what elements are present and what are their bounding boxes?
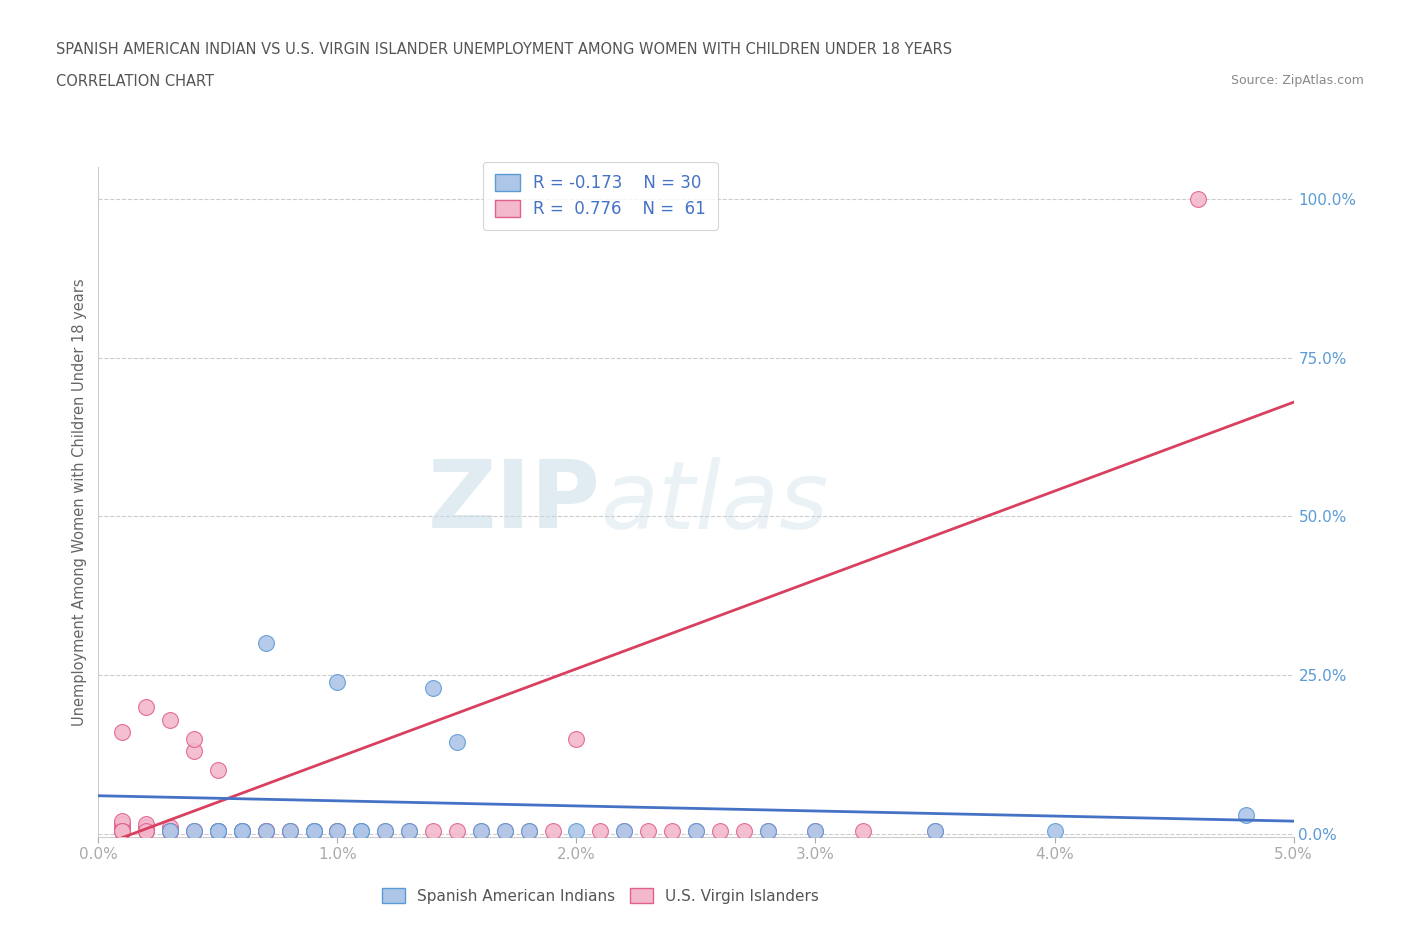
Point [254,823,277,838]
Point [207,823,229,838]
Point [111,823,134,838]
Point [207,763,229,777]
Point [398,823,420,838]
Point [446,823,468,838]
Text: Source: ZipAtlas.com: Source: ZipAtlas.com [1230,74,1364,87]
Point [804,823,827,838]
Point [326,674,349,689]
Point [733,823,755,838]
Point [183,744,205,759]
Point [111,823,134,838]
Point [159,823,181,838]
Point [111,814,134,829]
Point [613,823,636,838]
Point [1234,807,1257,822]
Point [350,823,373,838]
Text: atlas: atlas [600,457,828,548]
Point [446,735,468,750]
Point [565,823,588,838]
Point [350,823,373,838]
Point [207,823,229,838]
Point [494,823,516,838]
Point [135,817,157,831]
Point [207,823,229,838]
Point [709,823,731,838]
Point [613,823,636,838]
Point [111,823,134,838]
Y-axis label: Unemployment Among Women with Children Under 18 years: Unemployment Among Women with Children U… [72,278,87,726]
Point [231,823,253,838]
Point [326,823,349,838]
Point [685,823,707,838]
Point [804,823,827,838]
Point [661,823,683,838]
Point [374,823,396,838]
Point [278,823,301,838]
Point [302,823,325,838]
Point [1187,192,1209,206]
Point [159,712,181,727]
Point [207,823,229,838]
Point [637,823,659,838]
Point [111,820,134,835]
Point [231,823,253,838]
Text: CORRELATION CHART: CORRELATION CHART [56,74,214,89]
Point [231,823,253,838]
Point [135,699,157,714]
Point [422,681,444,696]
Text: ZIP: ZIP [427,457,600,548]
Point [254,823,277,838]
Point [231,823,253,838]
Point [111,823,134,838]
Point [517,823,540,838]
Point [278,823,301,838]
Point [135,823,157,838]
Point [1043,823,1066,838]
Point [302,823,325,838]
Point [756,823,779,838]
Point [135,820,157,835]
Point [159,823,181,838]
Point [398,823,420,838]
Legend: Spanish American Indians, U.S. Virgin Islanders: Spanish American Indians, U.S. Virgin Is… [375,882,825,910]
Point [924,823,946,838]
Point [254,636,277,651]
Point [207,823,229,838]
Point [852,823,875,838]
Point [278,823,301,838]
Point [207,823,229,838]
Point [326,823,349,838]
Text: SPANISH AMERICAN INDIAN VS U.S. VIRGIN ISLANDER UNEMPLOYMENT AMONG WOMEN WITH CH: SPANISH AMERICAN INDIAN VS U.S. VIRGIN I… [56,42,952,57]
Point [302,823,325,838]
Point [254,823,277,838]
Point [183,823,205,838]
Point [374,823,396,838]
Point [422,823,444,838]
Point [135,823,157,838]
Point [302,823,325,838]
Point [326,823,349,838]
Point [685,823,707,838]
Point [470,823,492,838]
Point [494,823,516,838]
Point [254,823,277,838]
Point [350,823,373,838]
Point [183,823,205,838]
Point [183,731,205,746]
Point [183,823,205,838]
Point [111,817,134,831]
Point [565,731,588,746]
Point [231,823,253,838]
Point [159,823,181,838]
Point [159,823,181,838]
Point [924,823,946,838]
Point [111,724,134,739]
Point [589,823,612,838]
Point [517,823,540,838]
Point [470,823,492,838]
Point [756,823,779,838]
Point [159,820,181,835]
Point [541,823,564,838]
